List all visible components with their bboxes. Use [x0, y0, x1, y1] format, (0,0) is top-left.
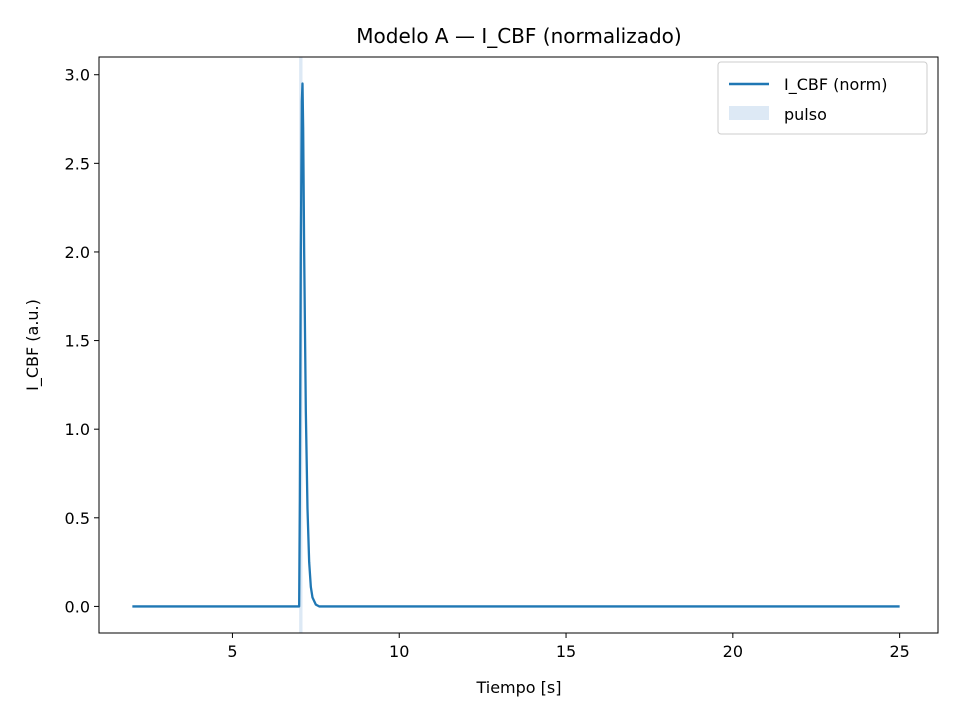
- x-tick-label: 20: [723, 642, 743, 661]
- y-tick-label: 0.5: [65, 509, 90, 528]
- series-line-0: [132, 82, 900, 608]
- x-tick-label: 5: [227, 642, 237, 661]
- y-tick-label: 2.0: [65, 243, 90, 262]
- legend-label-series: I_CBF (norm): [784, 75, 887, 95]
- legend-swatch-pulse: [729, 106, 769, 120]
- y-tick-label: 1.0: [65, 420, 90, 439]
- x-axis-ticks: 5 10 15 20 25: [227, 633, 910, 661]
- x-axis-label: Tiempo [s]: [475, 678, 561, 697]
- series-layer: [132, 82, 900, 608]
- x-tick-label: 15: [556, 642, 576, 661]
- legend-box: [717, 61, 928, 135]
- y-tick-label: 3.0: [65, 66, 90, 85]
- x-tick-label: 10: [389, 642, 409, 661]
- legend-label-pulse: pulso: [784, 105, 827, 124]
- y-tick-label: 2.5: [65, 154, 90, 173]
- axes-frame: [98, 56, 939, 634]
- x-tick-label: 25: [889, 642, 909, 661]
- y-axis-ticks: 0.0 0.5 1.0 1.5 2.0 2.5 3.0: [65, 66, 99, 616]
- legend: I_CBF (norm) pulso: [717, 61, 928, 135]
- y-axis-label: I_CBF (a.u.): [23, 299, 43, 391]
- plot-area: [98, 56, 939, 634]
- y-tick-label: 0.0: [65, 597, 90, 616]
- chart-title: Modelo A — I_CBF (normalizado): [356, 24, 681, 48]
- y-tick-label: 1.5: [65, 332, 90, 351]
